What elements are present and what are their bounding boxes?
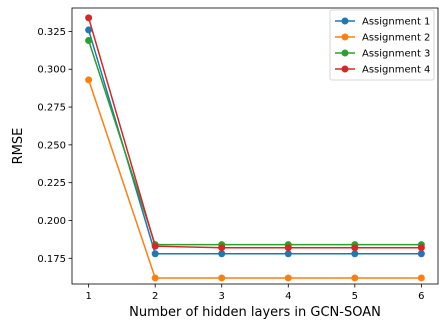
y-tick-label: 0.325	[37, 27, 66, 38]
series-line	[87, 17, 422, 249]
y-axis-label: RMSE	[11, 128, 26, 165]
series-line	[87, 79, 422, 279]
plot-area	[71, 7, 439, 285]
legend-marker	[341, 49, 349, 57]
data-point	[417, 274, 425, 282]
data-point	[417, 244, 425, 252]
y-tick-label: 0.300	[37, 65, 66, 76]
x-tick-label: 4	[285, 291, 291, 302]
legend-item: Assignment 3	[335, 49, 430, 60]
data-point	[284, 274, 292, 282]
plot-frame	[71, 7, 439, 285]
series-4	[85, 14, 425, 252]
data-point	[351, 244, 359, 252]
data-point	[85, 14, 93, 22]
legend-item: Assignment 4	[335, 65, 430, 76]
data-point	[218, 250, 226, 258]
x-tick-label: 3	[219, 291, 225, 302]
legend-item: Assignment 1	[335, 17, 430, 28]
legend-label: Assignment 1	[362, 17, 430, 28]
data-point	[218, 244, 226, 252]
y-tick-label: 0.175	[37, 254, 66, 265]
x-tick-label: 5	[352, 291, 358, 302]
series-line	[87, 29, 422, 255]
y-tick-label: 0.200	[37, 216, 66, 227]
legend-item: Assignment 2	[335, 33, 430, 44]
y-tick-label: 0.225	[37, 178, 66, 189]
data-point	[85, 37, 93, 45]
data-point	[151, 274, 159, 282]
y-axis-ticks: 0.175 0.200 0.225 0.250 0.275 0.300 0.325	[37, 27, 72, 265]
data-point	[284, 250, 292, 258]
data-point	[417, 250, 425, 258]
series-1	[85, 26, 425, 258]
data-point	[85, 26, 93, 34]
legend: Assignment 1 Assignment 2 Assignment 3 Assi…	[329, 9, 435, 81]
x-axis-label: Number of hidden layers in GCN-SOAN	[129, 305, 381, 320]
x-tick-label: 6	[418, 291, 424, 302]
legend-label: Assignment 4	[362, 65, 430, 76]
legend-marker	[341, 17, 349, 25]
x-axis-ticks: 1 2 3 4 5 6	[85, 284, 425, 302]
data-point	[218, 274, 226, 282]
data-point	[351, 250, 359, 258]
data-point	[284, 244, 292, 252]
y-tick-label: 0.275	[37, 103, 66, 114]
x-tick-label: 2	[152, 291, 158, 302]
legend-label: Assignment 3	[362, 49, 430, 60]
legend-marker	[341, 33, 349, 41]
y-tick-label: 0.250	[37, 140, 66, 151]
legend-box	[329, 9, 435, 81]
legend-marker	[341, 65, 349, 73]
data-point	[351, 274, 359, 282]
data-point	[151, 250, 159, 258]
data-point	[151, 242, 159, 250]
legend-label: Assignment 2	[362, 33, 430, 44]
series-2	[85, 76, 425, 282]
x-tick-label: 1	[85, 291, 91, 302]
series-layer	[85, 14, 425, 282]
data-point	[85, 76, 93, 84]
